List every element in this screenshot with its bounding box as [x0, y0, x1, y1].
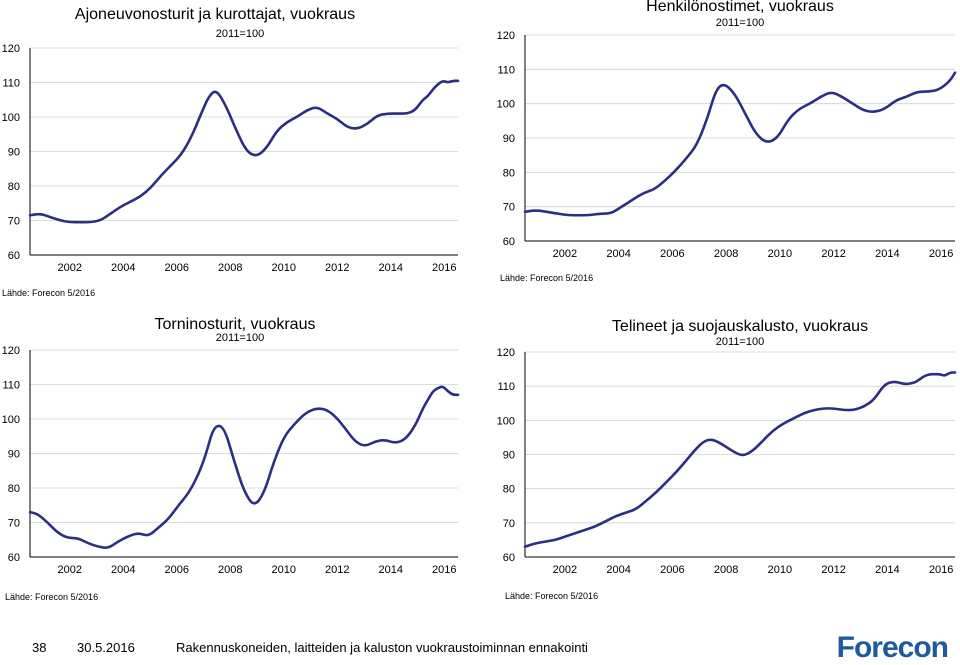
chart-subtitle: 2011=100 [215, 332, 265, 344]
x-tick-label: 2010 [768, 248, 792, 260]
chart-title: Henkilönostimet, vuokraus [646, 0, 834, 15]
x-tick-label: 2012 [325, 262, 349, 274]
chart-subtitle: 2011=100 [715, 336, 765, 348]
chart-source: Lähde: Forecon 5/2016 [500, 273, 594, 283]
y-tick-label: 100 [497, 415, 515, 427]
x-tick-label: 2002 [58, 564, 82, 576]
x-tick-label: 2006 [660, 248, 684, 260]
x-tick-label: 2010 [272, 262, 296, 274]
y-tick-label: 60 [503, 552, 515, 564]
x-tick-label: 2004 [606, 564, 630, 576]
y-tick-label: 90 [503, 133, 515, 145]
x-tick-label: 2006 [165, 262, 189, 274]
x-tick-label: 2002 [58, 262, 82, 274]
chart-subtitle: 2011=100 [215, 28, 265, 40]
y-tick-label: 110 [2, 380, 20, 392]
x-tick-label: 2016 [929, 248, 953, 260]
x-tick-label: 2010 [272, 564, 296, 576]
y-tick-label: 120 [2, 345, 20, 357]
x-tick-label: 2014 [379, 262, 403, 274]
series-line [523, 71, 957, 217]
y-tick-label: 90 [503, 450, 515, 462]
y-tick-label: 60 [8, 250, 20, 262]
chart-svg: 60 70 80 90 100 110 120 2002 2004 2006 2008 2010 201… [497, 347, 957, 576]
chart-panel-3: Torninosturit, vuokraus 2011=100 60 70 80 9… [0, 310, 470, 606]
chart-title: Ajoneuvonosturit ja kurottajat, vuokraus [74, 6, 356, 23]
y-tick-label: 80 [8, 483, 20, 495]
y-tick-label: 60 [8, 552, 20, 564]
y-tick-label: 100 [2, 414, 20, 426]
chart-title: Torninosturit, vuokraus [154, 316, 316, 333]
y-tick-label: 70 [8, 216, 20, 228]
x-tick-label: 2002 [553, 564, 577, 576]
y-tick-label: 120 [2, 43, 20, 55]
chart-source: Lähde: Forecon 5/2016 [505, 591, 599, 601]
chart-svg: 60 70 80 90 100 110 120 2002 2004 2006 2008 2010 201… [497, 30, 957, 260]
y-tick-label: 120 [497, 347, 515, 359]
x-tick-label: 2012 [821, 564, 845, 576]
page-number: 38 [32, 640, 47, 655]
x-tick-label: 2016 [432, 262, 456, 274]
x-tick-label: 2004 [111, 564, 135, 576]
x-tick-label: 2008 [218, 564, 242, 576]
footer-text: Rakennuskoneiden, laitteiden ja kaluston… [176, 640, 588, 655]
footer-date: 30.5.2016 [77, 640, 135, 655]
y-tick-label: 80 [503, 484, 515, 496]
y-tick-label: 80 [8, 181, 20, 193]
y-tick-label: 70 [503, 518, 515, 530]
x-tick-label: 2008 [714, 248, 738, 260]
x-tick-label: 2006 [660, 564, 684, 576]
y-tick-label: 100 [497, 99, 515, 111]
x-tick-label: 2002 [553, 248, 577, 260]
x-tick-label: 2008 [218, 262, 242, 274]
series-line [523, 371, 957, 549]
footer: 38 30.5.2016 Rakennuskoneiden, laitteide… [0, 631, 960, 664]
x-tick-label: 2004 [606, 248, 630, 260]
series-line [28, 385, 460, 549]
x-tick-label: 2014 [875, 248, 899, 260]
chart-svg: 60 70 80 90 100 110 120 2002 2004 2006 2008 2010 201… [2, 345, 460, 576]
y-tick-label: 70 [503, 202, 515, 214]
y-tick-label: 120 [497, 30, 515, 42]
y-tick-label: 110 [2, 78, 20, 90]
chart-panel-4: Telineet ja suojauskalusto, vuokraus 201… [495, 310, 960, 606]
x-tick-label: 2004 [111, 262, 135, 274]
y-tick-label: 80 [503, 167, 515, 179]
y-tick-label: 70 [8, 518, 20, 530]
y-tick-label: 90 [8, 147, 20, 159]
chart-panel-2: Henkilönostimet, vuokraus 2011=100 60 70 8… [495, 0, 960, 290]
y-tick-label: 90 [8, 449, 20, 461]
x-tick-label: 2016 [929, 564, 953, 576]
y-tick-label: 60 [503, 236, 515, 248]
chart-panel-1: Ajoneuvonosturit ja kurottajat, vuokraus… [0, 0, 470, 300]
chart-svg: 60 70 80 90 100 110 120 2002 2004 2006 2008 2010 201… [2, 43, 460, 274]
y-tick-label: 110 [497, 64, 515, 76]
chart-source: Lähde: Forecon 5/2016 [5, 592, 99, 602]
x-tick-label: 2006 [165, 564, 189, 576]
x-tick-label: 2010 [768, 564, 792, 576]
x-tick-label: 2008 [714, 564, 738, 576]
x-tick-label: 2012 [821, 248, 845, 260]
forecon-logo: Forecon [836, 631, 949, 664]
x-tick-label: 2014 [379, 564, 403, 576]
x-tick-label: 2016 [432, 564, 456, 576]
y-tick-label: 110 [497, 381, 515, 393]
x-tick-label: 2012 [325, 564, 349, 576]
chart-source: Lähde: Forecon 5/2016 [2, 288, 96, 298]
x-tick-label: 2014 [875, 564, 899, 576]
chart-title: Telineet ja suojauskalusto, vuokraus [611, 318, 869, 335]
series-line [28, 79, 460, 224]
chart-subtitle: 2011=100 [715, 17, 765, 29]
y-tick-label: 100 [2, 112, 20, 124]
